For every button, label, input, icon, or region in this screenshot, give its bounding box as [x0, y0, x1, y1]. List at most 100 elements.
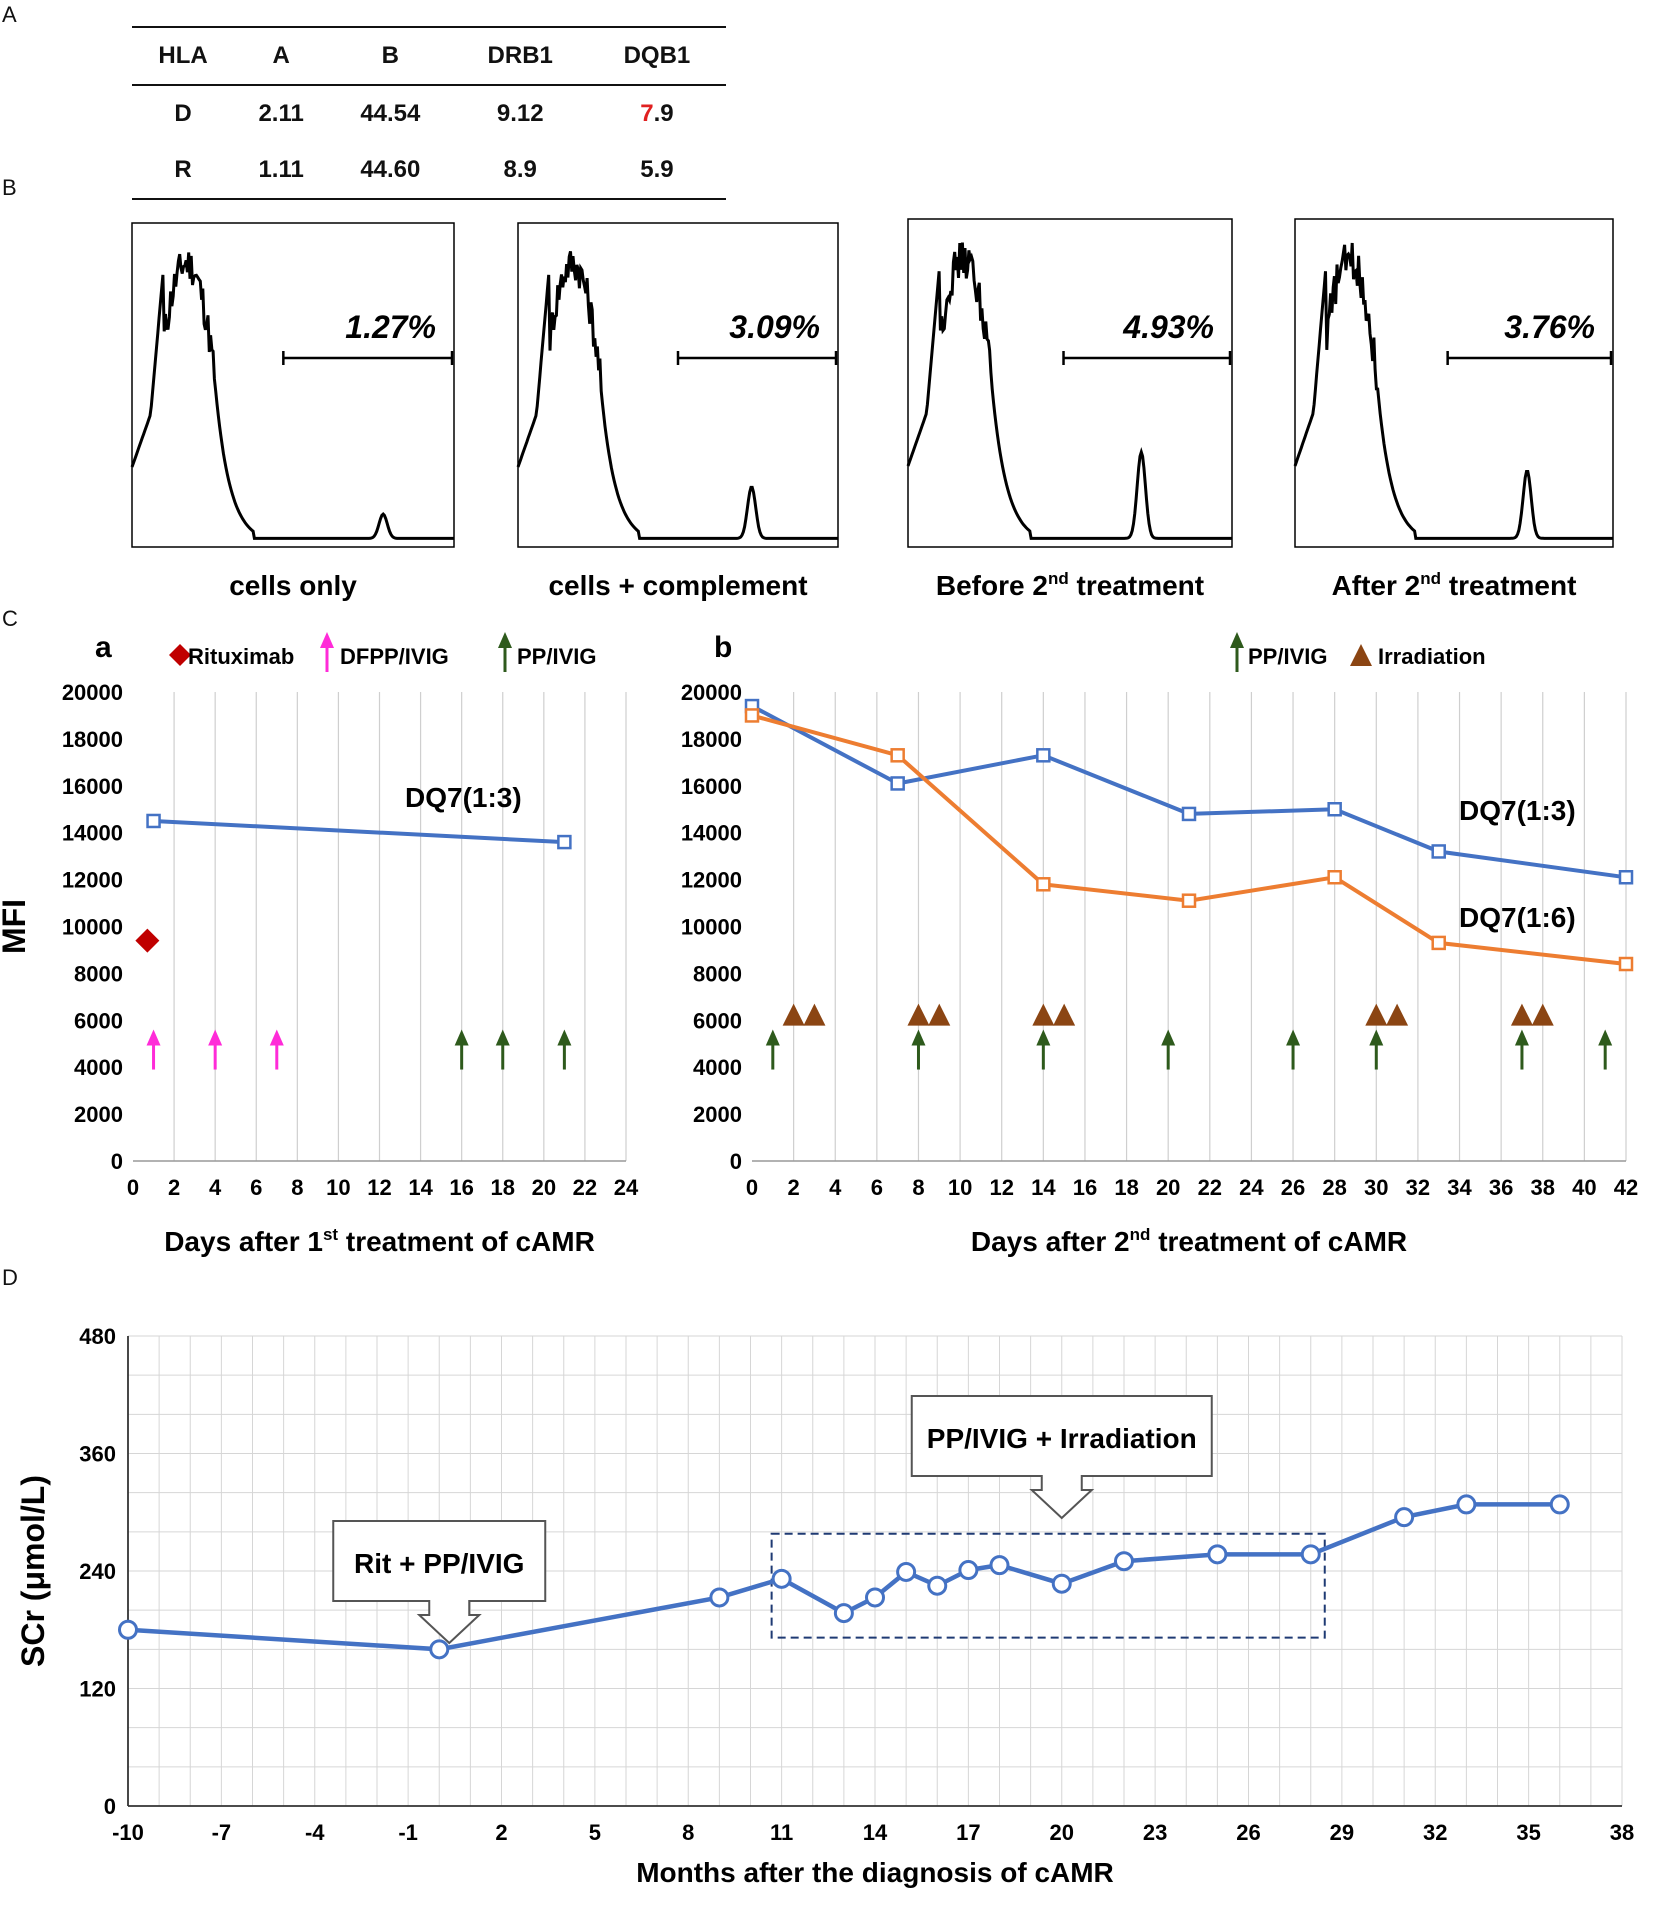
irradiation-marker	[928, 1003, 951, 1026]
hla-header-drb1: DRB1	[487, 42, 553, 69]
annotation-callout	[332, 1520, 547, 1645]
irradiation-marker	[1053, 1003, 1076, 1026]
hla-header-hla: HLA	[158, 42, 208, 69]
data-point	[709, 1587, 730, 1608]
legend-pp-label: PP/IVIG	[517, 644, 596, 669]
histogram-frame	[517, 222, 839, 548]
highlight-box	[770, 1532, 1326, 1639]
x-tick-label: 17	[956, 1820, 980, 1845]
panel-label-a: A	[2, 2, 17, 27]
series-label: DQ7(1:3)	[405, 782, 522, 813]
y-tick-label: 18000	[62, 727, 123, 752]
y-tick-label: 14000	[681, 821, 742, 846]
x-tick-label: 10	[326, 1175, 350, 1200]
histogram-frame	[907, 218, 1233, 548]
data-point	[1181, 806, 1197, 822]
data-point	[989, 1555, 1010, 1576]
series-label: DQ7(1:6)	[1459, 902, 1576, 933]
x-tick-label: 12	[989, 1175, 1013, 1200]
annotation-label: Rit + PP/IVIG	[354, 1548, 524, 1579]
x-tick-label: 29	[1330, 1820, 1354, 1845]
hla-cell: 2.11	[258, 100, 304, 127]
data-point	[146, 813, 161, 829]
pp-arrow	[1369, 1029, 1384, 1046]
data-point	[1114, 1551, 1134, 1572]
data-point	[1431, 935, 1446, 951]
pp-arrow	[1286, 1029, 1301, 1046]
histogram-label: cells only	[229, 570, 357, 601]
x-tick-label: 20	[532, 1175, 556, 1200]
irradiation-marker	[803, 1003, 826, 1026]
pp-arrow	[557, 1029, 572, 1046]
data-point	[833, 1603, 854, 1624]
x-tick-label: 32	[1406, 1175, 1430, 1200]
histogram-curve	[516, 251, 838, 540]
data-point	[1327, 802, 1342, 817]
histogram-label: cells + complement	[548, 570, 807, 601]
x-tick-label: 8	[912, 1175, 924, 1200]
y-tick-label: 480	[79, 1324, 116, 1349]
x-tick-label: 5	[589, 1820, 601, 1845]
x-tick-label: 12	[367, 1175, 391, 1200]
y-tick-label: 20000	[62, 680, 123, 705]
panel-label-d: D	[2, 1265, 18, 1290]
hla-header-b: B	[381, 42, 400, 69]
data-point	[1618, 870, 1634, 885]
data-point	[1327, 870, 1342, 885]
legend-irradiation-label: Irradiation	[1378, 644, 1486, 669]
y-tick-label: 16000	[681, 774, 742, 799]
x-tick-label: 26	[1236, 1820, 1260, 1845]
hla-cell: R	[174, 156, 192, 183]
x-tick-label: 18	[491, 1175, 515, 1200]
data-point	[1549, 1494, 1570, 1515]
y-tick-label: 0	[111, 1149, 123, 1174]
hla-cell: 5.9	[640, 156, 674, 183]
x-tick-label: 11	[770, 1820, 793, 1845]
x-tick-label: 35	[1516, 1820, 1540, 1845]
y-tick-label: 2000	[74, 1102, 123, 1127]
dfpp-arrow	[269, 1029, 284, 1046]
x-tick-label: 20	[1050, 1820, 1074, 1845]
x-tick-label: 24	[1239, 1175, 1264, 1200]
dfpp-arrow	[146, 1029, 161, 1046]
hla-mismatch-highlight: 7	[640, 100, 654, 127]
x-tick-label: -10	[112, 1820, 144, 1845]
y-tick-label: 20000	[681, 680, 742, 705]
subpanel-label: a	[95, 631, 112, 664]
irradiation-marker	[1531, 1003, 1554, 1026]
x-tick-label: 8	[291, 1175, 303, 1200]
data-point	[1456, 1494, 1477, 1515]
gate-percent: 1.27%	[345, 309, 436, 345]
y-tick-label: 4000	[693, 1055, 742, 1080]
dfpp-arrow	[208, 1029, 223, 1046]
histogram-curve	[1293, 242, 1613, 540]
pp-arrow	[765, 1029, 780, 1046]
x-tick-label: 34	[1447, 1175, 1472, 1200]
legend-pp-label: PP/IVIG	[1248, 644, 1327, 669]
data-point	[1036, 748, 1051, 763]
x-tick-label: 30	[1364, 1175, 1388, 1200]
x-tick-label: 24	[614, 1175, 639, 1200]
x-tick-label: 0	[127, 1175, 139, 1200]
data-point	[890, 776, 905, 791]
x-tick-label: 8	[682, 1820, 694, 1845]
y-tick-label: 240	[79, 1559, 116, 1584]
pp-arrow	[1514, 1029, 1529, 1046]
hla-cell: D	[174, 100, 192, 127]
x-tick-label: 32	[1423, 1820, 1447, 1845]
hla-cell: 9.12	[496, 100, 544, 127]
x-axis-label: Months after the diagnosis of cAMR	[636, 1857, 1114, 1888]
y-tick-label: 8000	[693, 961, 742, 986]
y-tick-label: 2000	[693, 1102, 742, 1127]
irradiation-marker	[1386, 1003, 1409, 1026]
y-tick-label: 8000	[74, 961, 123, 986]
gate-percent: 3.76%	[1504, 309, 1595, 345]
histogram-label: After 2nd treatment	[1332, 569, 1577, 601]
pp-arrow	[1036, 1029, 1051, 1046]
legend-rituximab-marker	[169, 644, 191, 666]
hla-cell: 44.54	[360, 100, 421, 127]
hla-cell-rest: .9	[653, 100, 674, 127]
y-tick-label: 18000	[681, 727, 742, 752]
data-point	[927, 1575, 948, 1596]
data-point	[1394, 1507, 1415, 1528]
